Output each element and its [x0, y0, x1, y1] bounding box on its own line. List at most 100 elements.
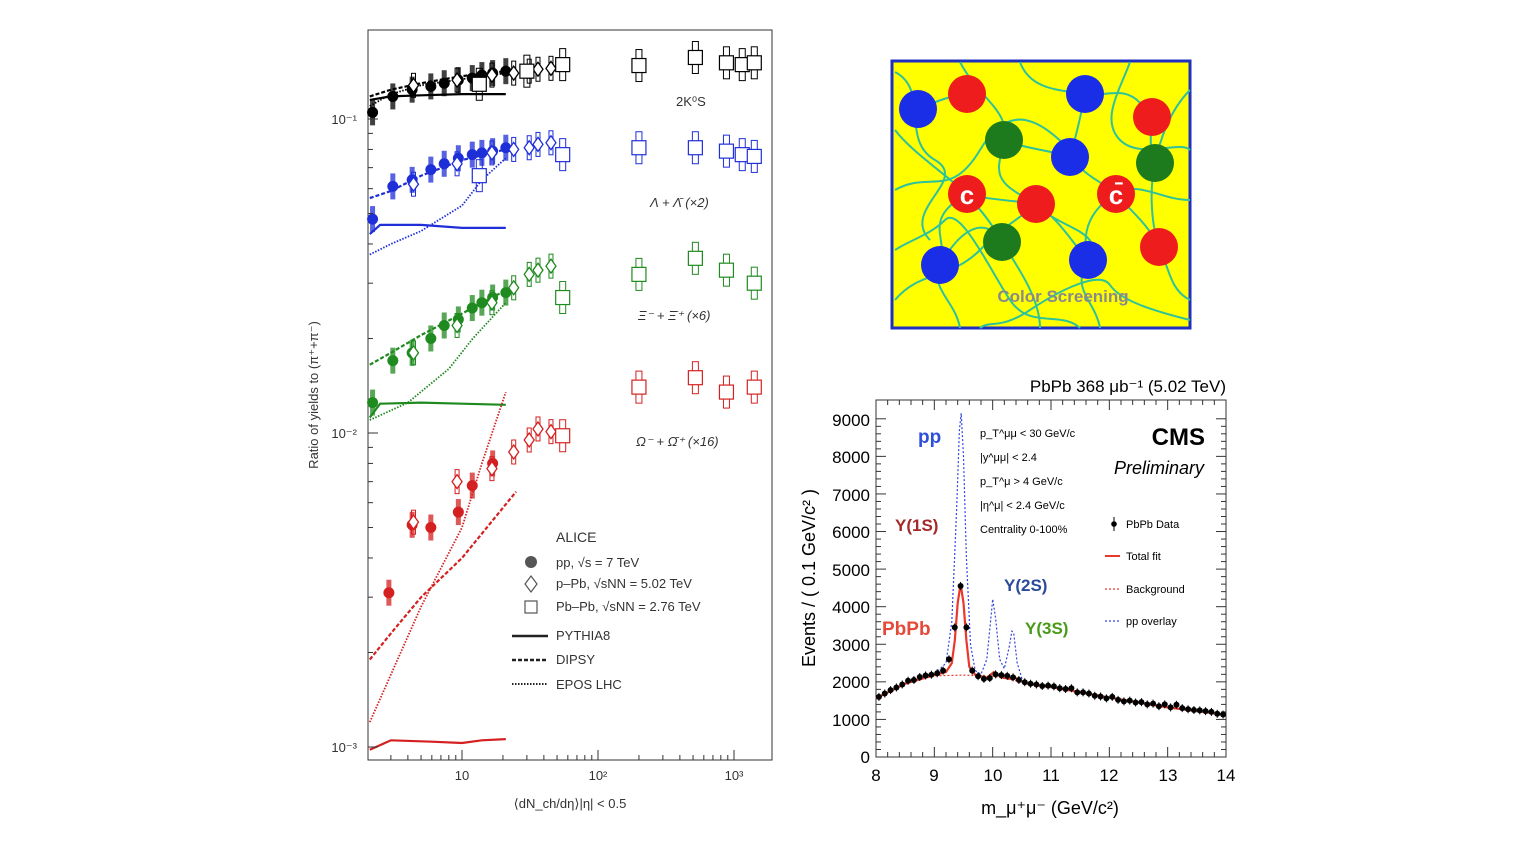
color-string	[1110, 61, 1191, 151]
data-point	[1010, 674, 1017, 681]
data-point	[1085, 690, 1092, 697]
ppb-data-point	[545, 423, 557, 440]
data-point	[1202, 708, 1209, 715]
legend-entry: p–Pb, √sNN = 5.02 TeV	[556, 576, 692, 591]
right-xtick-label: 8	[871, 766, 880, 785]
peak-label-y1s: Υ(1S)	[895, 516, 938, 535]
pbpb-data-point	[631, 57, 647, 74]
ppb-data-point	[507, 443, 520, 461]
right-xtick-label: 12	[1100, 766, 1119, 785]
ppb-data-point	[407, 77, 420, 94]
data-point	[887, 687, 894, 694]
left-x-axis-title: ⟨dN_ch/dη⟩|η| < 0.5	[514, 796, 627, 811]
ppb-data-point	[451, 317, 463, 334]
ppb-data-point	[407, 514, 420, 531]
right-ytick-label: 1000	[832, 711, 870, 730]
red-quark-ball	[1140, 228, 1178, 266]
cms-brand: CMS	[1152, 424, 1205, 451]
data-point	[980, 675, 987, 682]
data-point	[1109, 693, 1116, 700]
pp-data-point	[466, 480, 478, 492]
data-point	[1004, 672, 1011, 679]
data-point	[1179, 705, 1186, 712]
data-point	[1091, 692, 1098, 699]
ppb-data-point	[486, 460, 498, 477]
pbpb-data-point	[746, 379, 762, 395]
pbpb-data-point	[631, 140, 647, 156]
legend-entry: PYTHIA8	[556, 628, 610, 643]
data-point	[1103, 695, 1110, 702]
legend-marker-pbpb	[524, 600, 538, 614]
red-quark-ball	[1097, 175, 1135, 213]
data-point	[1027, 680, 1034, 687]
pp-data-point	[367, 106, 379, 118]
ppb-data-point	[407, 176, 420, 193]
green-quark-ball	[1136, 144, 1174, 182]
species-label-xi: Ξ⁻ + Ξ̄⁺ (×6)	[637, 308, 711, 323]
pbpb-data-point	[631, 379, 647, 395]
cut-text: |η^μ| < 2.4 GeV/c	[980, 500, 1065, 512]
legend-entry: PbPb Data	[1126, 519, 1180, 531]
red-quark-ball	[1017, 185, 1055, 223]
pbpb-data-point	[718, 262, 735, 278]
data-point	[1173, 701, 1180, 708]
pp-data-point	[367, 397, 379, 409]
data-point	[940, 667, 947, 674]
legend-entry: Pb–Pb, √sNN = 2.76 TeV	[556, 599, 701, 614]
model-curve-eposlhc	[368, 391, 507, 723]
pp-data-point	[425, 332, 437, 344]
data-point	[928, 671, 935, 678]
pp-data-point	[466, 302, 478, 314]
data-point	[1185, 706, 1192, 713]
blue-quark-ball	[1069, 241, 1107, 279]
right-ytick-label: 2000	[832, 673, 870, 692]
data-point	[1138, 699, 1145, 706]
data-point	[1126, 697, 1133, 704]
green-quark-ball	[983, 223, 1021, 261]
ppb-data-point	[532, 136, 544, 153]
legend-entry: pp, √s = 7 TeV	[556, 555, 639, 570]
ppb-data-point	[451, 155, 463, 172]
ppb-data-point	[507, 64, 520, 82]
ppb-data-point	[486, 66, 498, 84]
data-point	[1080, 689, 1087, 696]
data-point	[1074, 689, 1081, 696]
right-ytick-label: 5000	[832, 561, 870, 580]
right-ytick-label: 3000	[832, 636, 870, 655]
ppb-data-point	[532, 262, 544, 279]
ppb-data-point	[507, 279, 520, 296]
model-curve-eposlhc	[369, 302, 507, 421]
data-point	[1115, 696, 1122, 703]
right-xtick-label: 11	[1042, 766, 1060, 785]
pp-data-point	[500, 142, 512, 154]
pp-data-point	[425, 164, 437, 176]
data-point	[1068, 685, 1075, 692]
data-point	[1167, 704, 1174, 711]
blue-quark-ball	[921, 246, 959, 284]
data-point	[1208, 708, 1215, 715]
pp-data-point	[387, 180, 399, 192]
cms-preliminary: Preliminary	[1114, 458, 1205, 478]
right-x-axis-title: m_μ⁺μ⁻ (GeV/c²)	[981, 798, 1119, 819]
right-chart-title: PbPb 368 μb⁻¹ (5.02 TeV)	[1030, 377, 1226, 396]
right-chart-frame	[875, 399, 1227, 758]
legend-entry: DIPSY	[556, 652, 595, 667]
right-legend: PbPb Data Total fit Background pp overla…	[1105, 517, 1185, 628]
data-point	[957, 583, 964, 590]
pp-data-point	[438, 77, 450, 89]
blue-quark-ball	[899, 90, 937, 128]
pbpb-data-point	[746, 275, 762, 291]
pbpb-data-point	[687, 250, 703, 266]
data-point	[969, 667, 976, 674]
pp-data-point	[387, 90, 399, 102]
peak-label-pp: pp	[918, 427, 941, 448]
pp-data-point	[476, 147, 488, 159]
data-point	[1097, 693, 1104, 700]
pbpb-data-point	[687, 370, 703, 386]
model-curve-pythia8	[369, 738, 506, 751]
data-point	[910, 676, 917, 683]
data-point	[893, 684, 900, 691]
data-point	[1144, 701, 1151, 708]
right-ytick-label: 8000	[832, 448, 870, 467]
left-chart-frame	[367, 29, 773, 761]
